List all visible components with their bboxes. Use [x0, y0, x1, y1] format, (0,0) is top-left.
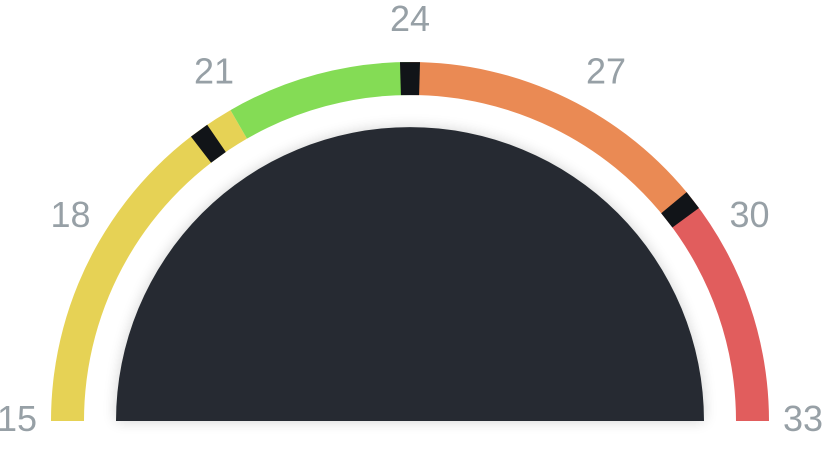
- gauge-segment-yellow: [51, 110, 247, 422]
- tick-label-21: 21: [194, 51, 234, 92]
- gauge-dial: [116, 127, 704, 421]
- gauge-marker-1: [190, 124, 226, 163]
- gauge-segment-orange: [410, 62, 693, 221]
- tick-label-33: 33: [783, 398, 823, 439]
- gauge-segment-green: [230, 62, 410, 139]
- tick-label-24: 24: [390, 0, 430, 39]
- gauge-band: [51, 62, 769, 422]
- gauge-segment-red: [666, 199, 769, 421]
- tick-label-30: 30: [729, 194, 769, 235]
- gauge-marker-3: [661, 192, 699, 228]
- tick-label-18: 18: [50, 194, 90, 235]
- tick-label-15: 15: [0, 398, 37, 439]
- gauge-marker-2: [399, 62, 421, 96]
- gauge-tick-labels: 15 18 21 24 27 30 33: [0, 0, 823, 439]
- tick-label-27: 27: [586, 51, 626, 92]
- gauge-markers: [190, 62, 699, 228]
